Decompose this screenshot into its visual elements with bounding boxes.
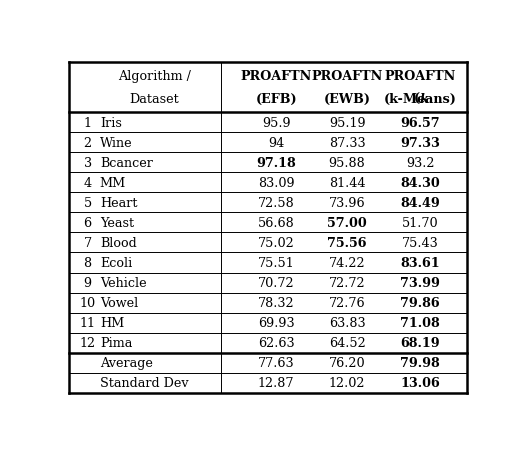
Text: 79.86: 79.86	[400, 296, 440, 309]
Text: 75.56: 75.56	[327, 236, 367, 249]
Text: 64.52: 64.52	[328, 336, 366, 349]
Text: Pima: Pima	[100, 336, 132, 349]
Text: 75.51: 75.51	[258, 257, 294, 269]
Text: Vehicle: Vehicle	[100, 276, 146, 290]
Text: PROAFTN: PROAFTN	[384, 70, 456, 83]
Text: 2: 2	[84, 137, 92, 150]
Text: 75.43: 75.43	[402, 236, 438, 249]
Text: 73.99: 73.99	[400, 276, 440, 290]
Text: 10: 10	[79, 296, 96, 309]
Text: 9: 9	[84, 276, 92, 290]
Text: Average: Average	[100, 356, 153, 369]
Text: 72.58: 72.58	[258, 197, 294, 210]
Text: Vowel: Vowel	[100, 296, 138, 309]
Text: 96.57: 96.57	[400, 117, 440, 129]
Text: 79.98: 79.98	[400, 356, 440, 369]
Text: 76.20: 76.20	[329, 356, 366, 369]
Text: 5: 5	[84, 197, 92, 210]
Text: 75.02: 75.02	[258, 236, 294, 249]
Text: 12: 12	[79, 336, 96, 349]
Text: 57.00: 57.00	[327, 216, 367, 230]
Text: (: (	[414, 93, 420, 106]
Text: Iris: Iris	[100, 117, 122, 129]
Text: Standard Dev: Standard Dev	[100, 376, 188, 389]
Text: 8: 8	[84, 257, 92, 269]
Text: MM: MM	[100, 176, 126, 189]
Text: PROAFTN: PROAFTN	[311, 70, 383, 83]
Text: 95.88: 95.88	[328, 156, 366, 170]
Text: 12.02: 12.02	[329, 376, 366, 389]
Text: k: k	[420, 93, 429, 106]
Text: 13.06: 13.06	[400, 376, 440, 389]
Text: 83.09: 83.09	[258, 176, 294, 189]
Text: Heart: Heart	[100, 197, 138, 210]
Text: 97.18: 97.18	[256, 156, 296, 170]
Text: 77.63: 77.63	[258, 356, 294, 369]
Text: (EWB): (EWB)	[324, 93, 371, 106]
Text: 84.49: 84.49	[400, 197, 440, 210]
Text: Dataset: Dataset	[130, 93, 179, 106]
Text: 4: 4	[84, 176, 92, 189]
Text: 62.63: 62.63	[258, 336, 294, 349]
Text: 69.93: 69.93	[258, 316, 294, 329]
Text: 56.68: 56.68	[258, 216, 294, 230]
Text: PROAFTN: PROAFTN	[241, 70, 312, 83]
Text: 74.22: 74.22	[329, 257, 366, 269]
Text: 72.76: 72.76	[329, 296, 366, 309]
Text: 73.96: 73.96	[329, 197, 366, 210]
Text: 68.19: 68.19	[400, 336, 440, 349]
Text: (EFB): (EFB)	[255, 93, 297, 106]
Text: 97.33: 97.33	[400, 137, 440, 150]
Text: 71.08: 71.08	[400, 316, 440, 329]
Text: 6: 6	[84, 216, 92, 230]
Text: 12.87: 12.87	[258, 376, 294, 389]
Text: 70.72: 70.72	[258, 276, 294, 290]
Text: 11: 11	[79, 316, 96, 329]
Text: Bcancer: Bcancer	[100, 156, 153, 170]
Text: 51.70: 51.70	[402, 216, 438, 230]
Text: Yeast: Yeast	[100, 216, 134, 230]
Text: 87.33: 87.33	[329, 137, 366, 150]
Text: HM: HM	[100, 316, 124, 329]
Text: 1: 1	[84, 117, 92, 129]
Text: 78.32: 78.32	[258, 296, 294, 309]
Text: (k-Means): (k-Means)	[383, 93, 457, 106]
Text: 81.44: 81.44	[329, 176, 366, 189]
Text: 3: 3	[84, 156, 92, 170]
Text: 94: 94	[268, 137, 285, 150]
Text: 7: 7	[84, 236, 92, 249]
Text: 95.19: 95.19	[329, 117, 366, 129]
Text: 95.9: 95.9	[262, 117, 290, 129]
Text: 83.61: 83.61	[400, 257, 440, 269]
Text: Algorithm /: Algorithm /	[118, 70, 191, 83]
Text: Blood: Blood	[100, 236, 137, 249]
Text: Wine: Wine	[100, 137, 132, 150]
Text: Ecoli: Ecoli	[100, 257, 132, 269]
Text: 84.30: 84.30	[400, 176, 440, 189]
Text: 63.83: 63.83	[329, 316, 366, 329]
Text: 93.2: 93.2	[406, 156, 434, 170]
Text: 72.72: 72.72	[329, 276, 366, 290]
